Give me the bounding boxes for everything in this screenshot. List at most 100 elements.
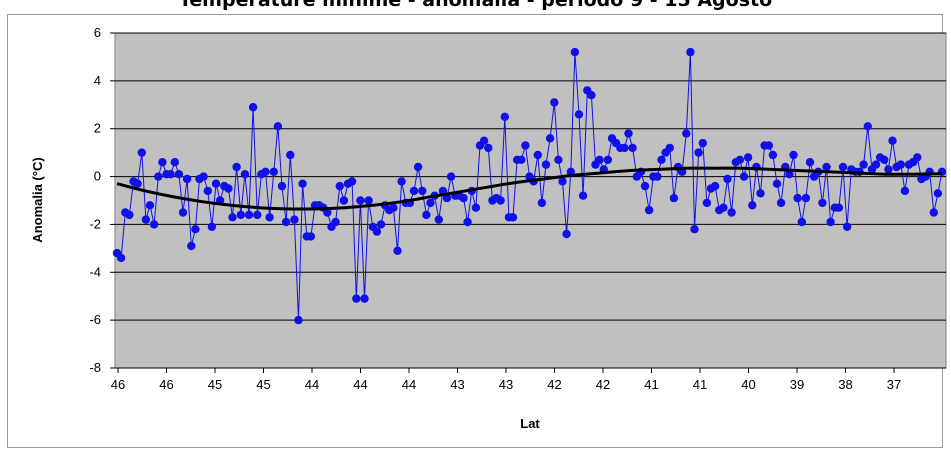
data-point (236, 210, 245, 220)
data-point (797, 217, 806, 227)
data-point (533, 150, 542, 160)
data-point (376, 220, 386, 229)
data-point (228, 213, 237, 222)
data-point (137, 148, 146, 157)
data-point (550, 98, 559, 107)
data-point (624, 129, 633, 138)
data-point (537, 198, 547, 208)
x-axis-ticks: 46 46 45 45 44 44 44 43 43 42 42 41 41 40 39 38 37 (111, 368, 901, 392)
data-point (224, 184, 233, 193)
data-point (207, 222, 217, 231)
x-tick-label: 37 (887, 377, 901, 392)
x-tick-label: 42 (547, 377, 561, 392)
data-point (587, 91, 596, 100)
data-point (240, 170, 250, 179)
data-point (269, 167, 278, 176)
data-point (702, 198, 712, 208)
data-point (558, 177, 567, 186)
x-axis-label: Lat (520, 416, 540, 431)
data-point (772, 179, 782, 188)
x-tick-label: 44 (402, 377, 416, 392)
data-point (690, 225, 699, 234)
data-point (372, 227, 382, 236)
data-point (265, 213, 274, 222)
data-point (154, 172, 163, 181)
data-point (339, 196, 349, 205)
data-point (710, 181, 720, 191)
data-point (727, 208, 736, 217)
data-point (484, 143, 493, 153)
data-point (694, 148, 703, 157)
x-tick-label: 39 (790, 377, 804, 392)
data-point (418, 186, 427, 196)
data-point (253, 210, 262, 220)
x-tick-label: 45 (256, 377, 270, 392)
data-point (459, 193, 468, 203)
data-point (805, 158, 815, 167)
y-tick-label: 4 (94, 73, 101, 88)
data-point (187, 241, 196, 251)
data-point (578, 191, 588, 200)
data-point (888, 136, 897, 145)
data-point (640, 181, 650, 191)
y-axis-label: Anomalia (°C) (30, 157, 45, 242)
data-point (517, 155, 526, 164)
data-point (768, 150, 778, 160)
data-point (290, 215, 299, 224)
data-point (521, 141, 530, 150)
data-point (554, 155, 563, 164)
data-point (356, 196, 365, 205)
data-point (191, 225, 200, 234)
x-tick-label: 44 (305, 377, 319, 392)
data-point (248, 103, 258, 112)
data-point (653, 172, 662, 181)
x-tick-label: 45 (208, 377, 222, 392)
data-point (347, 177, 357, 186)
data-point (859, 160, 868, 169)
data-point (500, 112, 509, 122)
data-point (463, 217, 472, 227)
data-point (125, 210, 134, 220)
data-point (719, 203, 728, 212)
data-point (723, 174, 732, 184)
y-tick-label: -6 (89, 312, 101, 327)
data-point (199, 172, 208, 181)
data-point (211, 179, 221, 188)
data-point (838, 162, 848, 172)
data-point (203, 186, 212, 196)
trendline (116, 166, 943, 211)
y-tick-label: 6 (94, 25, 101, 40)
x-tick-label: 38 (838, 377, 852, 392)
data-point (360, 294, 369, 303)
data-point (178, 208, 188, 217)
data-point (508, 213, 518, 222)
data-point (182, 174, 192, 184)
data-point (170, 158, 179, 167)
data-point (397, 177, 406, 186)
data-point (286, 150, 295, 160)
trendline-group (116, 166, 943, 211)
data-point (739, 172, 749, 181)
data-point (896, 160, 905, 169)
data-point (389, 203, 398, 212)
data-point (352, 294, 361, 303)
y-tick-label: 2 (94, 121, 101, 136)
data-point (422, 210, 431, 220)
data-point (158, 158, 167, 167)
data-point (141, 215, 151, 224)
x-tick-label: 44 (353, 377, 367, 392)
data-point (434, 215, 443, 224)
data-point (364, 196, 373, 205)
data-point (446, 172, 456, 181)
y-tick-label: 0 (94, 169, 101, 184)
data-point (669, 193, 679, 203)
data-point (698, 138, 707, 148)
x-tick-label: 46 (111, 377, 125, 392)
data-point (628, 143, 637, 153)
data-point (801, 193, 811, 203)
data-point (682, 129, 691, 138)
data-point (871, 160, 881, 169)
data-point (776, 198, 786, 208)
data-point (471, 203, 481, 212)
data-point (686, 47, 695, 57)
